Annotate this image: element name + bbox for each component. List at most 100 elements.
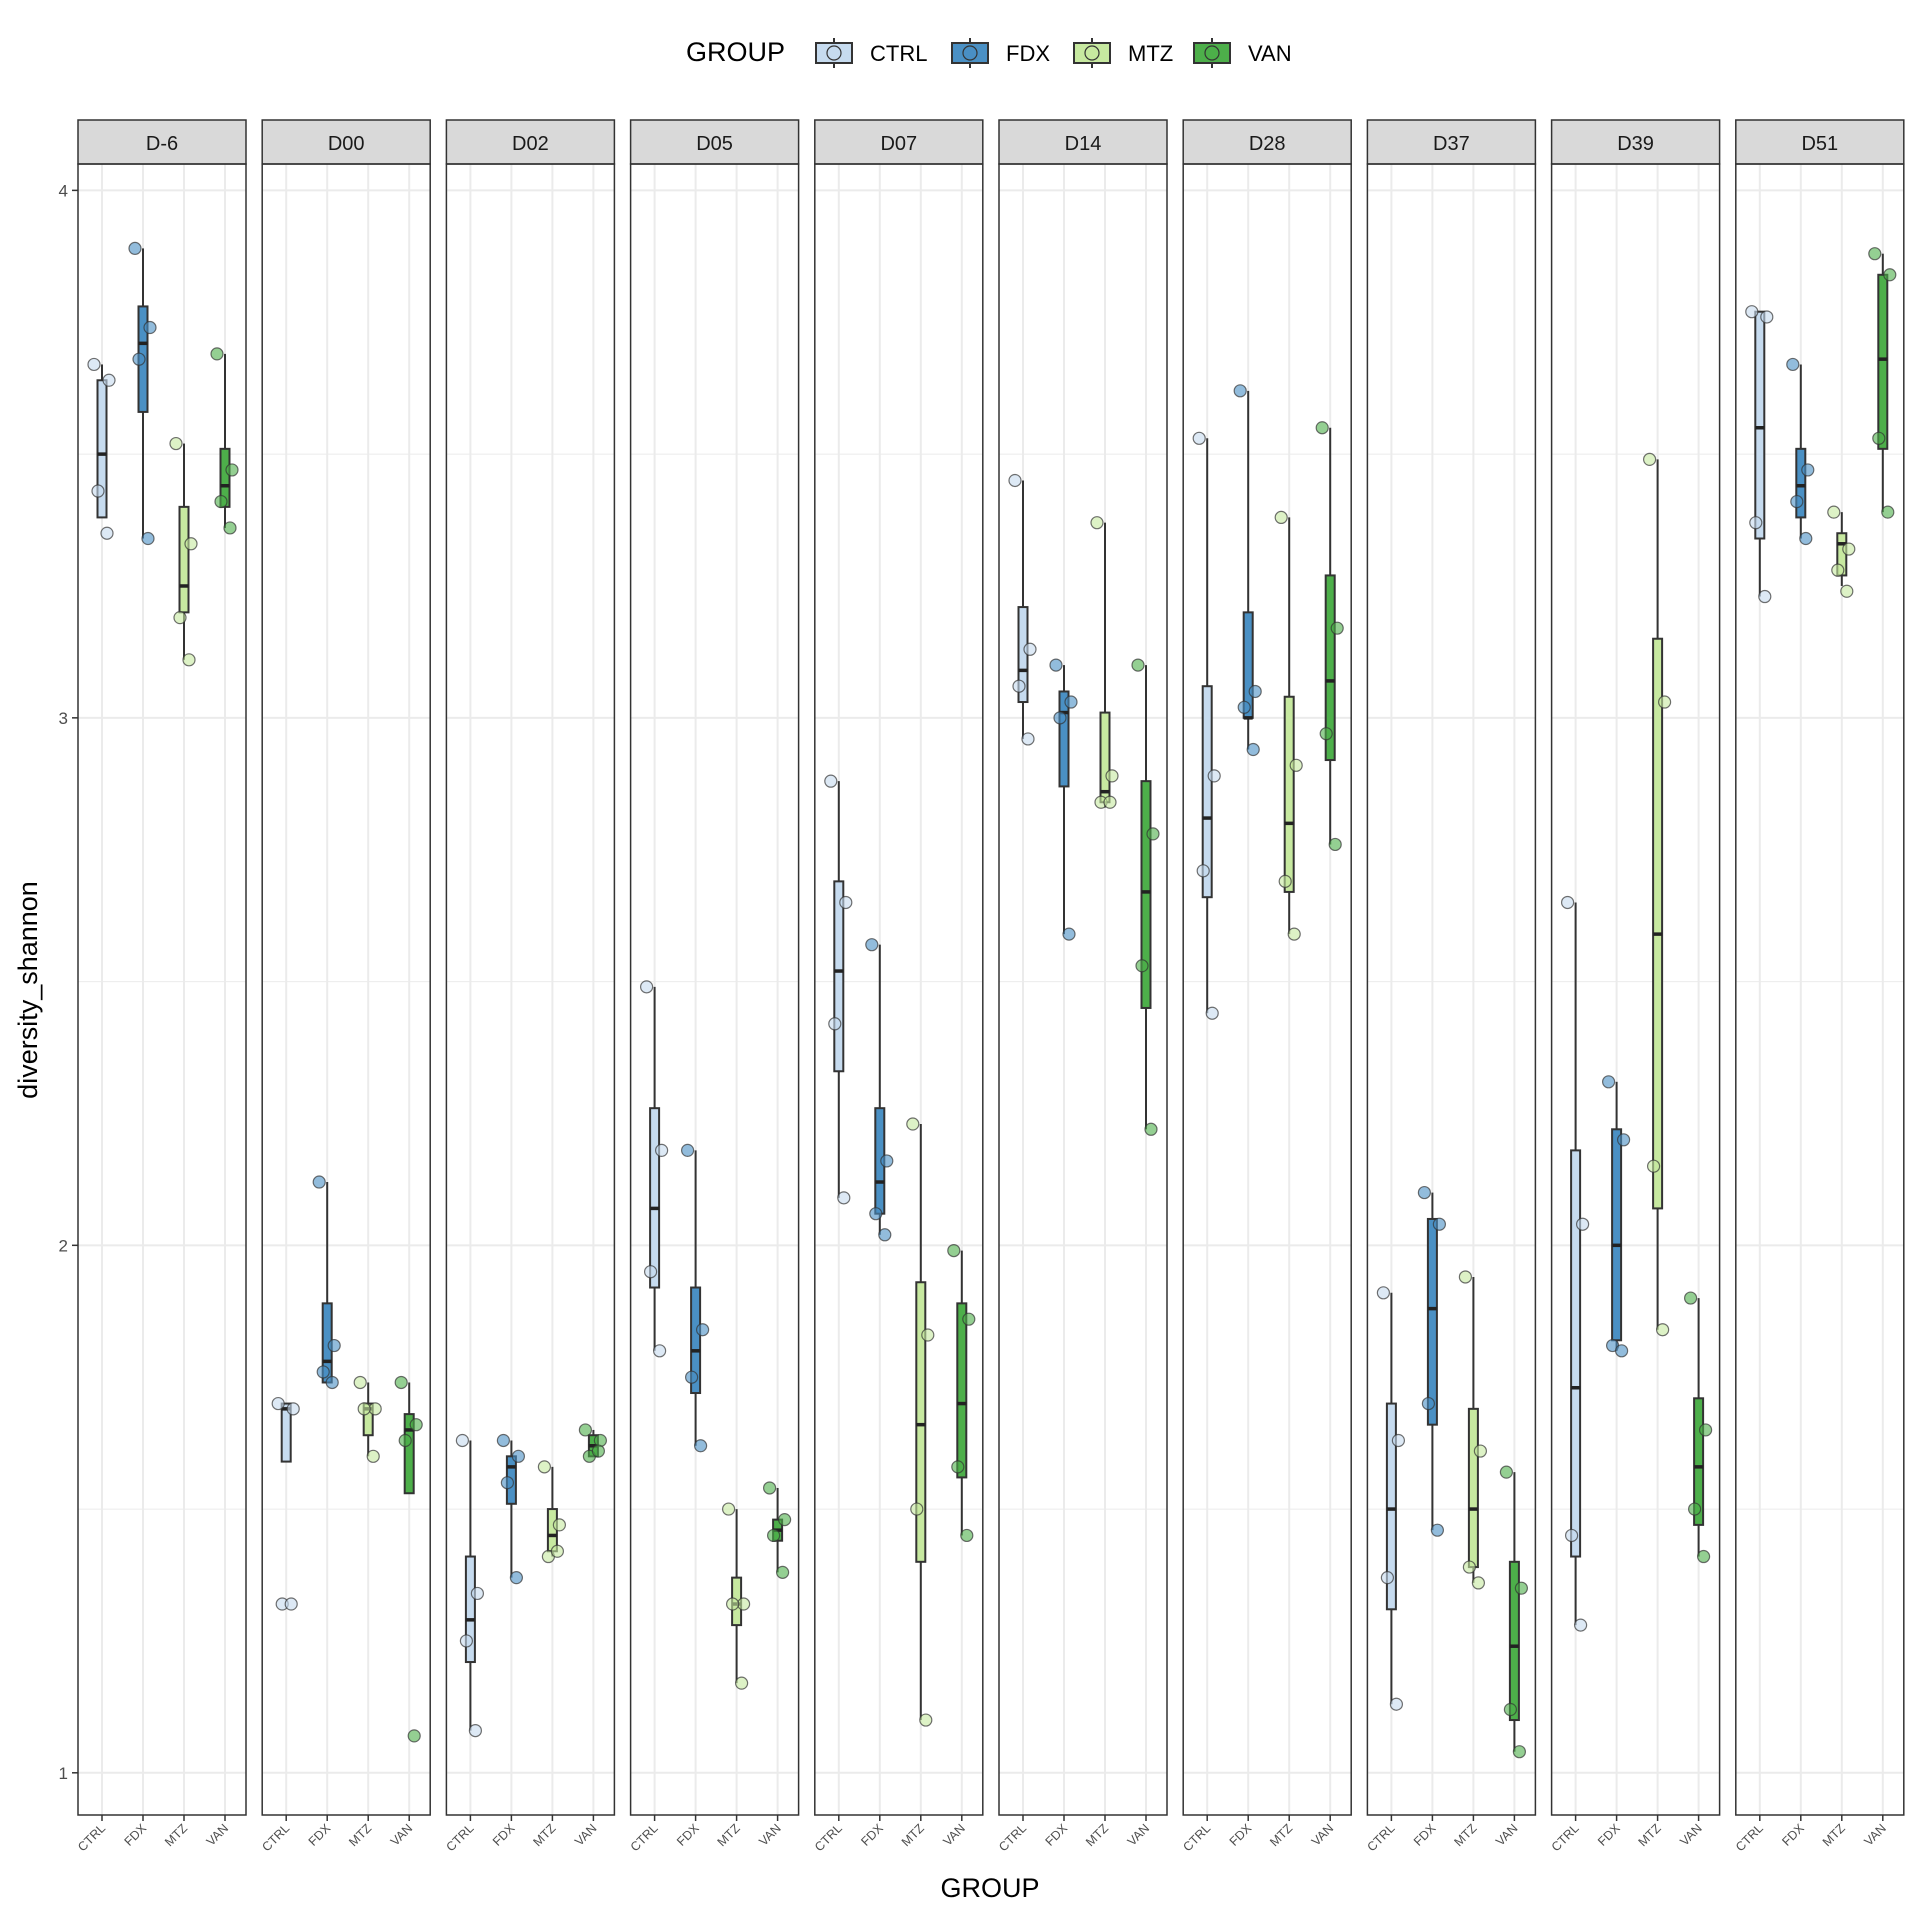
box-d39-fdx (1601, 1075, 1631, 1358)
data-point (652, 1344, 667, 1358)
data-point (684, 1370, 699, 1384)
data-point (721, 1502, 736, 1516)
box-d28-van (1315, 421, 1344, 852)
data-point (919, 1713, 933, 1727)
strip-background (1366, 119, 1537, 165)
box-d05-fdx (680, 1143, 710, 1453)
data-point (921, 1328, 935, 1342)
x-tick-label: CTRL (1549, 1821, 1582, 1854)
data-point (1008, 473, 1022, 488)
strip-label: D-6 (146, 133, 178, 155)
x-tick-label: MTZ (530, 1821, 558, 1849)
legend-item-ctrl: CTRL (815, 38, 927, 68)
iqr-box (178, 505, 190, 614)
data-point (1831, 563, 1845, 577)
facet-panel-d05: D05 CTRL FDX MTZ VAN (628, 119, 800, 1854)
strip-background (814, 119, 984, 165)
y-axis: 1 2 3 4 (59, 181, 78, 1783)
y-tick-label: 2 (59, 1236, 68, 1255)
data-point (409, 1418, 423, 1432)
data-point (1135, 959, 1149, 973)
box-d28-ctrl (1192, 431, 1221, 1020)
data-point (100, 526, 114, 540)
data-point (906, 1117, 920, 1131)
panel-border (1735, 163, 1905, 1816)
box-d14-van (1131, 658, 1160, 1136)
data-point (214, 494, 228, 509)
strip-label: D37 (1433, 133, 1470, 155)
iqr-box (1508, 1560, 1520, 1722)
data-point (734, 1676, 749, 1690)
strip-background (1735, 119, 1905, 165)
data-point (87, 357, 101, 372)
x-tick-label: VAN (572, 1821, 599, 1848)
iqr-box (1058, 690, 1070, 788)
data-point (1380, 1571, 1395, 1585)
data-point (1376, 1286, 1391, 1300)
iqr-box (1795, 447, 1807, 519)
strip-label: D28 (1249, 133, 1286, 155)
x-tick-label: CTRL (628, 1821, 661, 1854)
data-point (353, 1375, 367, 1390)
data-point (1389, 1697, 1404, 1711)
iqr-box (1652, 637, 1664, 1210)
data-point (210, 347, 224, 361)
data-point (1328, 837, 1342, 852)
data-point (316, 1365, 330, 1379)
data-point (1499, 1465, 1514, 1479)
x-tick-label: VAN (388, 1821, 415, 1848)
legend: CTRL FDX MTZ VAN (815, 38, 1292, 68)
data-point (736, 1597, 751, 1611)
data-point (1064, 695, 1078, 709)
legend-key-point (826, 45, 842, 61)
box-d51-van (1868, 247, 1897, 519)
data-point (1090, 516, 1104, 530)
iqr-box (649, 1107, 661, 1289)
data-point (1696, 1549, 1711, 1564)
data-point (1655, 1323, 1670, 1337)
strip-label: D51 (1801, 133, 1838, 155)
facet-panel-d02: D02 CTRL FDX MTZ VAN (444, 119, 616, 1854)
legend-item-mtz: MTZ (1073, 38, 1173, 68)
data-point (1144, 1122, 1158, 1136)
data-point (1840, 584, 1854, 598)
data-point (680, 1143, 695, 1157)
box-d07-ctrl (824, 774, 853, 1205)
data-point (1642, 452, 1657, 466)
data-point (1021, 732, 1035, 746)
y-tick-label: 4 (59, 181, 68, 200)
data-point (591, 1444, 606, 1458)
data-point (1503, 1702, 1518, 1717)
data-point (878, 1228, 892, 1242)
data-point (455, 1433, 469, 1448)
data-point (762, 1481, 777, 1495)
x-tick-label: MTZ (1820, 1821, 1848, 1849)
data-point (910, 1502, 924, 1516)
data-point (1786, 357, 1800, 372)
panel-border (1182, 163, 1352, 1816)
data-point (368, 1402, 382, 1416)
data-point (1289, 758, 1303, 772)
data-point (1233, 384, 1247, 398)
data-point (1391, 1433, 1406, 1448)
data-point (1842, 542, 1856, 556)
x-tick-label: CTRL (75, 1821, 108, 1854)
data-point (496, 1433, 510, 1448)
x-tick-label: MTZ (1267, 1821, 1295, 1849)
data-point (141, 531, 155, 546)
data-point (225, 463, 239, 477)
data-point (1432, 1217, 1447, 1231)
data-point (1105, 769, 1119, 783)
box-d39-ctrl (1560, 895, 1590, 1632)
data-point (1560, 895, 1575, 910)
facet-panel-d51: D51 CTRL FDX MTZ VAN (1733, 119, 1905, 1854)
x-tick-label: FDX (1411, 1821, 1439, 1849)
x-tick-label: VAN (1677, 1821, 1704, 1848)
iqr-box (1693, 1397, 1705, 1526)
legend-key-point (1204, 45, 1220, 61)
facet-panel-d39: D39 CTRL FDX MTZ VAN (1549, 119, 1721, 1854)
iqr-box (403, 1413, 415, 1495)
x-tick-label: FDX (490, 1821, 518, 1849)
legend-key-point (1084, 45, 1100, 61)
x-tick-label: CTRL (1180, 1821, 1213, 1854)
